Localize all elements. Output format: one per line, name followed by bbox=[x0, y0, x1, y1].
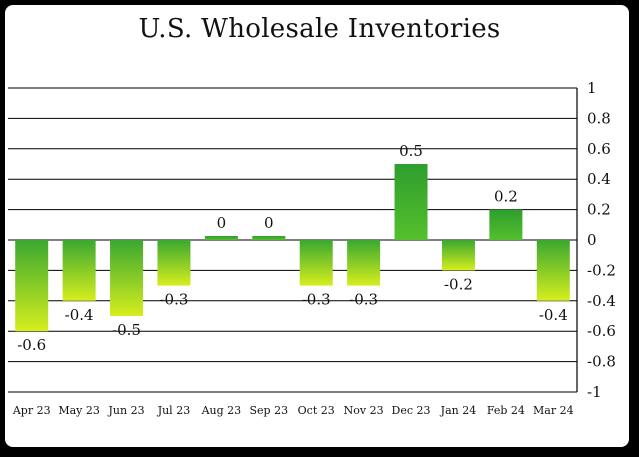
x-tick-label: May 23 bbox=[58, 404, 100, 417]
bar bbox=[536, 240, 570, 301]
data-label: 0.2 bbox=[494, 188, 518, 206]
bar bbox=[394, 164, 428, 240]
bar bbox=[252, 236, 286, 240]
data-label: -0.3 bbox=[159, 291, 188, 309]
x-tick-label: Apr 23 bbox=[12, 404, 51, 417]
y-tick-label: 1 bbox=[587, 79, 597, 97]
chart-title: U.S. Wholesale Inventories bbox=[138, 14, 501, 44]
bar bbox=[110, 240, 144, 316]
x-tick-label: Jun 23 bbox=[108, 404, 145, 417]
data-label: -0.4 bbox=[539, 306, 568, 324]
data-label: -0.3 bbox=[349, 291, 378, 309]
data-label: 0 bbox=[217, 214, 227, 232]
bar bbox=[299, 240, 333, 286]
y-tick-label: 0.2 bbox=[587, 201, 611, 219]
data-label: -0.5 bbox=[112, 321, 141, 339]
x-tick-label: Jan 24 bbox=[440, 404, 477, 417]
y-axis-ticks: 1 0.8 0.6 0.4 0.2 0 -0.2 -0.4 -0.6 -0.8 -1 bbox=[587, 79, 616, 401]
data-label: -0.6 bbox=[17, 336, 46, 354]
bar bbox=[157, 240, 191, 286]
bar bbox=[441, 240, 475, 271]
y-tick-label: 0.4 bbox=[587, 170, 611, 188]
x-axis-ticks: Apr 23 May 23 Jun 23 Jul 23 Aug 23 Sep 23 Oct … bbox=[12, 404, 574, 417]
y-tick-label: -0.6 bbox=[587, 322, 616, 340]
y-tick-label: -0.8 bbox=[587, 353, 616, 371]
x-tick-label: Aug 23 bbox=[201, 404, 242, 417]
x-tick-label: Feb 24 bbox=[487, 404, 525, 417]
bar bbox=[204, 236, 238, 240]
data-label: -0.2 bbox=[444, 275, 473, 293]
bars bbox=[15, 164, 570, 332]
y-tick-label: 0.6 bbox=[587, 140, 611, 158]
x-tick-label: Jul 23 bbox=[157, 404, 191, 417]
gridlines bbox=[8, 87, 578, 393]
bar bbox=[62, 240, 96, 301]
y-tick-label: -0.4 bbox=[587, 292, 616, 310]
y-tick-label: -0.2 bbox=[587, 261, 616, 279]
x-tick-label: Sep 23 bbox=[249, 404, 288, 417]
y-tick-label: -1 bbox=[587, 383, 602, 401]
data-label: -0.3 bbox=[302, 291, 331, 309]
bar bbox=[347, 240, 381, 286]
chart-frame bbox=[5, 5, 629, 447]
x-tick-label: Dec 23 bbox=[392, 404, 431, 417]
data-label: 0 bbox=[264, 214, 274, 232]
x-tick-label: Nov 23 bbox=[344, 404, 384, 417]
y-tick-label: 0 bbox=[587, 231, 597, 249]
bar bbox=[15, 240, 49, 332]
y-tick-label: 0.8 bbox=[587, 109, 611, 127]
data-label: -0.4 bbox=[65, 306, 94, 324]
x-tick-label: Mar 24 bbox=[533, 404, 574, 417]
data-label: 0.5 bbox=[399, 142, 423, 160]
bar bbox=[489, 209, 523, 240]
x-tick-label: Oct 23 bbox=[298, 404, 335, 417]
data-labels: -0.6 -0.4 -0.5 -0.3 0 0 -0.3 -0.3 0.5 -0.2 0.2 -0.4 bbox=[17, 142, 568, 354]
